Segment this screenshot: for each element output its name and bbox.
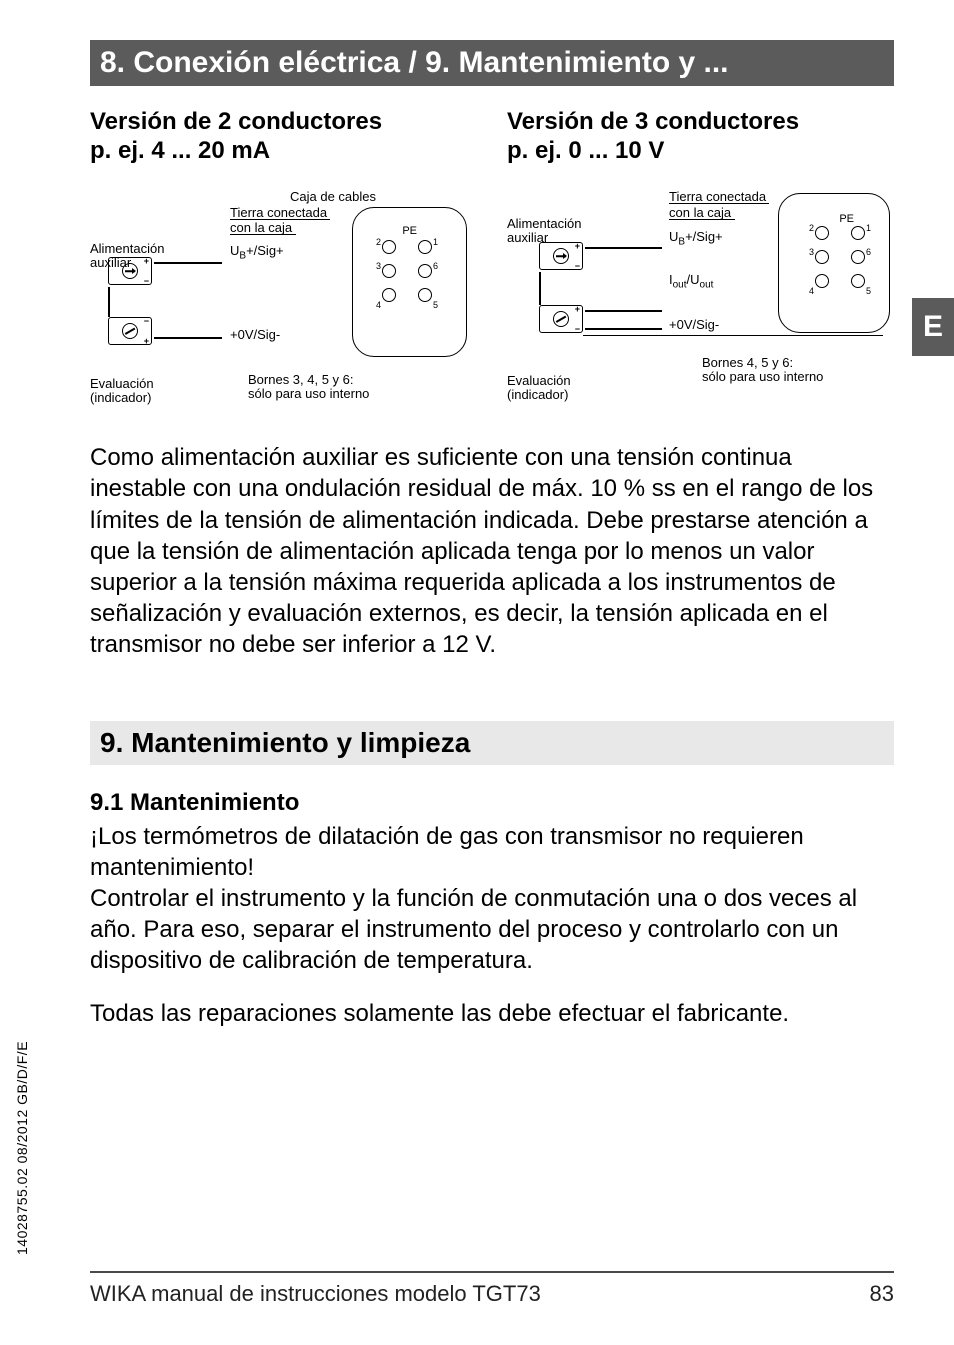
version-columns: Versión de 2 conductores p. ej. 4 ... 20…: [90, 106, 894, 165]
title-2wire: Versión de 2 conductores: [90, 106, 477, 137]
label-0v-3w: +0V/Sig-: [669, 317, 719, 332]
label-alimentacion-3w: Alimentación auxiliar: [507, 217, 595, 244]
power-box-2w: + −: [108, 257, 152, 285]
mid-divider-3w: [583, 335, 883, 336]
eval-icon: [553, 311, 569, 327]
bornes-line2-3w: sólo para uso interno: [702, 369, 823, 384]
footer-left: WIKA manual de instrucciones modelo TGT7…: [90, 1281, 541, 1307]
subsection-9-1-title: 9.1 Mantenimiento: [90, 789, 894, 817]
term-4: 4: [382, 288, 396, 302]
eval-box-3w: + −: [539, 305, 583, 333]
label-tierra-3w: Tierra conectada: [669, 189, 766, 204]
power-box-3w: + −: [539, 242, 583, 270]
term-2: 2: [382, 240, 396, 254]
term-1: 1: [851, 226, 865, 240]
term-3: 3: [815, 250, 829, 264]
minus-mark: −: [575, 324, 580, 334]
term-2: 2: [815, 226, 829, 240]
wire-mid-3w: [585, 310, 662, 312]
terminal-grid-3w: 2 1 3 6 4 5: [812, 223, 868, 291]
label-evaluacion-2w: Evaluación (indicador): [90, 377, 178, 404]
eval-box-2w: − +: [108, 317, 152, 345]
label-iout-3w: Iout/Uout: [669, 272, 713, 291]
body-paragraph: Como alimentación auxiliar es suficiente…: [90, 442, 894, 660]
range-2wire: p. ej. 4 ... 20 mA: [90, 137, 477, 165]
minus-mark: −: [144, 316, 149, 326]
col-2wire: Versión de 2 conductores p. ej. 4 ... 20…: [90, 106, 477, 165]
label-ub-2w: UB+/Sig+: [230, 243, 284, 262]
cable-box-title: Caja de cables: [290, 189, 376, 204]
label-caja-3w: con la caja: [669, 205, 731, 220]
term-6: 6: [418, 264, 432, 278]
wire-vert-3w: [539, 272, 541, 305]
term-1: 1: [418, 240, 432, 254]
wire-bot-3w: [585, 328, 662, 330]
range-3wire: p. ej. 0 ... 10 V: [507, 137, 894, 165]
para-9-1a: ¡Los termómetros de dilatación de gas co…: [90, 821, 894, 977]
para-9-1a-text: ¡Los termómetros de dilatación de gas co…: [90, 823, 804, 881]
label-tierra-2w: Tierra conectada: [230, 205, 327, 220]
label-ub-3w: UB+/Sig+: [669, 229, 723, 248]
minus-mark: −: [575, 261, 580, 271]
minus-mark: −: [144, 276, 149, 286]
term-4: 4: [815, 274, 829, 288]
power-icon: [122, 263, 138, 279]
wire-top-3w: [585, 247, 662, 249]
section-9-heading: 9. Mantenimiento y limpieza: [90, 721, 894, 765]
page: 8. Conexión eléctrica / 9. Mantenimiento…: [0, 0, 954, 1345]
diagram-3wire: Tierra conectada con la caja Alimentació…: [507, 187, 894, 412]
wire-vert-2w: [108, 287, 110, 317]
col-3wire: Versión de 3 conductores p. ej. 0 ... 10…: [507, 106, 894, 165]
term-5: 5: [418, 288, 432, 302]
plus-mark: +: [144, 336, 149, 346]
diagram-2wire: Caja de cables Tierra conectada con la c…: [90, 187, 477, 412]
eval-icon: [122, 323, 138, 339]
wire-top-2w: [154, 262, 222, 264]
bornes-line1-2w: Bornes 3, 4, 5 y 6:: [248, 372, 354, 387]
label-0v-2w: +0V/Sig-: [230, 327, 280, 342]
power-icon: [553, 248, 569, 264]
para-9-2: Todas las reparaciones solamente las deb…: [90, 998, 894, 1029]
para-9-1b-text: Controlar el instrumento y la función de…: [90, 885, 857, 974]
label-bornes-2w: Bornes 3, 4, 5 y 6: sólo para uso intern…: [248, 373, 413, 402]
plus-mark: +: [575, 241, 580, 251]
page-footer: WIKA manual de instrucciones modelo TGT7…: [90, 1271, 894, 1307]
plus-mark: +: [144, 256, 149, 266]
term-5: 5: [851, 274, 865, 288]
terminal-grid-2w: 2 1 3 6 4 5: [379, 237, 435, 305]
term-3: 3: [382, 264, 396, 278]
label-evaluacion-3w: Evaluación (indicador): [507, 374, 595, 401]
eval-line2-2w: (indicador): [90, 390, 151, 405]
eval-line2-3w: (indicador): [507, 387, 568, 402]
section-title-bar: 8. Conexión eléctrica / 9. Mantenimiento…: [90, 40, 894, 86]
caja-underline-2w: [230, 234, 296, 235]
diagram-row: Caja de cables Tierra conectada con la c…: [90, 187, 894, 412]
bornes-line2-2w: sólo para uso interno: [248, 386, 369, 401]
tierra-underline-3w: [669, 203, 769, 204]
term-6: 6: [851, 250, 865, 264]
caja-underline-3w: [669, 219, 735, 220]
label-caja-2w: con la caja: [230, 220, 292, 235]
plus-mark: +: [575, 304, 580, 314]
title-3wire: Versión de 3 conductores: [507, 106, 894, 137]
doc-code-vertical: 14028755.02 08/2012 GB/D/F/E: [14, 1041, 30, 1255]
language-tab: E: [912, 298, 954, 356]
footer-page-number: 83: [870, 1281, 894, 1307]
wire-bot-2w: [154, 337, 222, 339]
bornes-line1-3w: Bornes 4, 5 y 6:: [702, 355, 793, 370]
label-bornes-3w: Bornes 4, 5 y 6: sólo para uso interno: [702, 356, 877, 385]
